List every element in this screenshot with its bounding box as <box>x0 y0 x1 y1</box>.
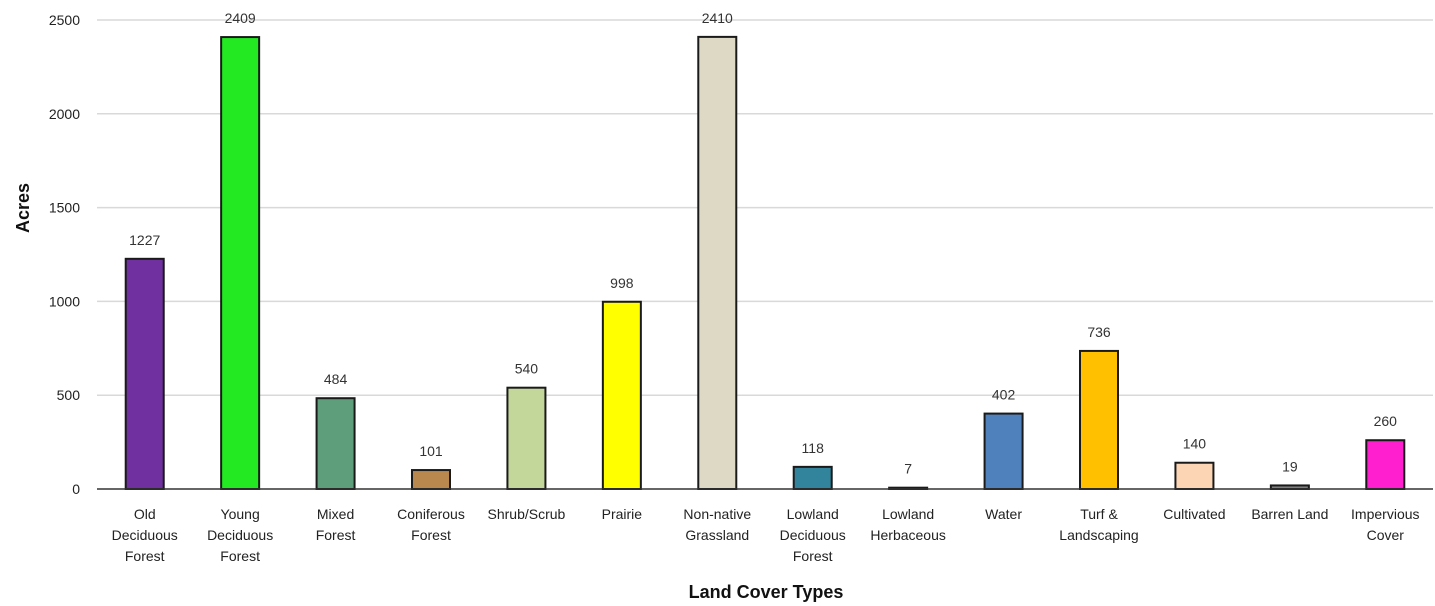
data-labels: 1227 2409 484 101 540 998 2410 118 7 402 736 140 19 2… <box>129 10 1397 477</box>
bar <box>506 386 547 491</box>
x-tick-label: Old Deciduous Forest <box>112 506 178 564</box>
data-label: 2409 <box>225 10 256 26</box>
bar <box>411 469 451 490</box>
x-tick-label: Turf & Landscaping <box>1059 506 1138 543</box>
y-tick-label: 2500 <box>49 12 80 28</box>
data-label: 7 <box>904 461 912 477</box>
x-tick-label-line: Forest <box>411 527 451 543</box>
gridlines <box>97 19 1433 396</box>
x-tick-label: Mixed Forest <box>316 506 356 543</box>
x-tick-label-line: Water <box>985 506 1022 522</box>
bar <box>601 300 642 490</box>
x-tick-label: Non-native Grassland <box>683 506 751 543</box>
y-tick-label: 0 <box>72 481 80 497</box>
y-axis-title: Acres <box>13 183 33 233</box>
x-tick-label-line: Herbaceous <box>870 527 946 543</box>
x-tick-label-line: Lowland <box>882 506 934 522</box>
data-label: 998 <box>610 275 634 291</box>
bar <box>792 465 833 490</box>
data-label: 101 <box>419 443 443 459</box>
x-tick-label-line: Forest <box>125 548 165 564</box>
x-tick-label-line: Cultivated <box>1163 506 1225 522</box>
x-tick-label-line: Shrub/Scrub <box>488 506 566 522</box>
bar <box>1079 349 1119 490</box>
x-axis-title: Land Cover Types <box>689 582 844 602</box>
bars <box>124 35 1406 491</box>
bar <box>1365 439 1406 490</box>
x-tick-label-line: Deciduous <box>207 527 273 543</box>
x-tick-label: Cultivated <box>1163 506 1225 522</box>
bar <box>124 257 165 490</box>
bar <box>1174 461 1215 490</box>
x-tick-label: Shrub/Scrub <box>488 506 566 522</box>
data-label: 118 <box>802 440 825 456</box>
x-tick-label-line: Forest <box>220 548 260 564</box>
data-label: 402 <box>992 387 1016 403</box>
data-label: 540 <box>515 361 539 377</box>
y-tick-label: 500 <box>57 387 81 403</box>
y-tick-label: 1500 <box>49 200 80 216</box>
x-tick-label-line: Prairie <box>602 506 643 522</box>
data-label: 736 <box>1087 324 1111 340</box>
y-tick-label: 2000 <box>49 106 80 122</box>
x-tick-label: Lowland Deciduous Forest <box>780 506 846 564</box>
x-tick-label-line: Mixed <box>317 506 354 522</box>
x-tick-label: Water <box>985 506 1022 522</box>
bar <box>983 412 1024 491</box>
x-tick-label-line: Landscaping <box>1059 527 1138 543</box>
x-tick-label-line: Non-native <box>683 506 751 522</box>
x-tick-label-line: Deciduous <box>780 527 846 543</box>
x-tick-label: Impervious Cover <box>1351 506 1419 543</box>
x-tick-label: Coniferous Forest <box>397 506 465 543</box>
x-tick-label-line: Grassland <box>685 527 749 543</box>
x-tick-label: Prairie <box>602 506 643 522</box>
x-tick-label: Barren Land <box>1251 506 1328 522</box>
y-axis-ticks: 0 500 1000 1500 2000 2500 <box>49 12 80 497</box>
x-tick-label-line: Impervious <box>1351 506 1419 522</box>
x-tick-label-line: Coniferous <box>397 506 465 522</box>
data-label: 260 <box>1374 413 1398 429</box>
x-tick-label: Young Deciduous Forest <box>207 506 273 564</box>
x-tick-label-line: Barren Land <box>1251 506 1328 522</box>
x-tick-label-line: Turf & <box>1080 506 1118 522</box>
x-tick-label-line: Cover <box>1367 527 1405 543</box>
x-tick-label-line: Deciduous <box>112 527 178 543</box>
y-tick-label: 1000 <box>49 293 80 309</box>
data-label: 140 <box>1183 436 1207 452</box>
data-label: 1227 <box>129 232 160 248</box>
x-tick-label-line: Forest <box>793 548 833 564</box>
x-tick-label: Lowland Herbaceous <box>870 506 946 543</box>
data-label: 2410 <box>702 10 733 26</box>
x-tick-label-line: Old <box>134 506 156 522</box>
x-tick-label-line: Forest <box>316 527 356 543</box>
bar <box>697 35 738 490</box>
data-label: 484 <box>324 371 348 387</box>
x-tick-label-line: Lowland <box>787 506 839 522</box>
bar <box>220 36 261 491</box>
bar <box>315 397 356 490</box>
x-tick-label-line: Young <box>221 506 260 522</box>
data-label: 19 <box>1282 458 1298 474</box>
